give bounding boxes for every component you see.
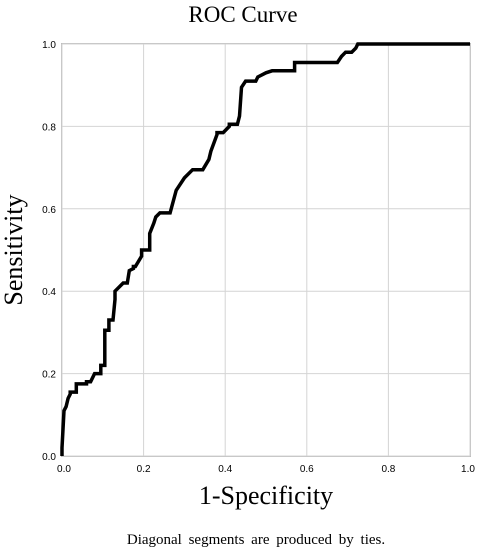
chart-title: ROC Curve	[188, 2, 297, 27]
y-tick-label: 0.6	[42, 205, 56, 216]
x-tick-label: 0.4	[218, 464, 232, 475]
y-axis-ticks: 0.0 0.2 0.4 0.6 0.8 1.0	[42, 40, 56, 463]
x-tick-label: 0.6	[300, 464, 314, 475]
y-tick-label: 0.0	[42, 452, 56, 463]
x-axis-label: 1-Specificity	[199, 481, 333, 510]
x-tick-label: 0.0	[57, 464, 71, 475]
x-axis-ticks: 0.0 0.2 0.4 0.6 0.8 1.0	[57, 464, 475, 475]
y-tick-label: 1.0	[42, 40, 56, 51]
y-tick-label: 0.8	[42, 122, 56, 133]
roc-curve-line	[60, 42, 470, 456]
y-axis-label: Sensitivity	[0, 194, 28, 305]
chart-footnote: Diagonal segments are produced by ties.	[127, 532, 385, 548]
plot-area	[61, 43, 471, 457]
grid	[61, 43, 471, 457]
x-tick-label: 0.8	[381, 464, 395, 475]
x-tick-label: 0.2	[137, 464, 151, 475]
x-tick-label: 1.0	[461, 464, 475, 475]
y-tick-label: 0.4	[42, 287, 56, 298]
y-tick-label: 0.2	[42, 370, 56, 381]
